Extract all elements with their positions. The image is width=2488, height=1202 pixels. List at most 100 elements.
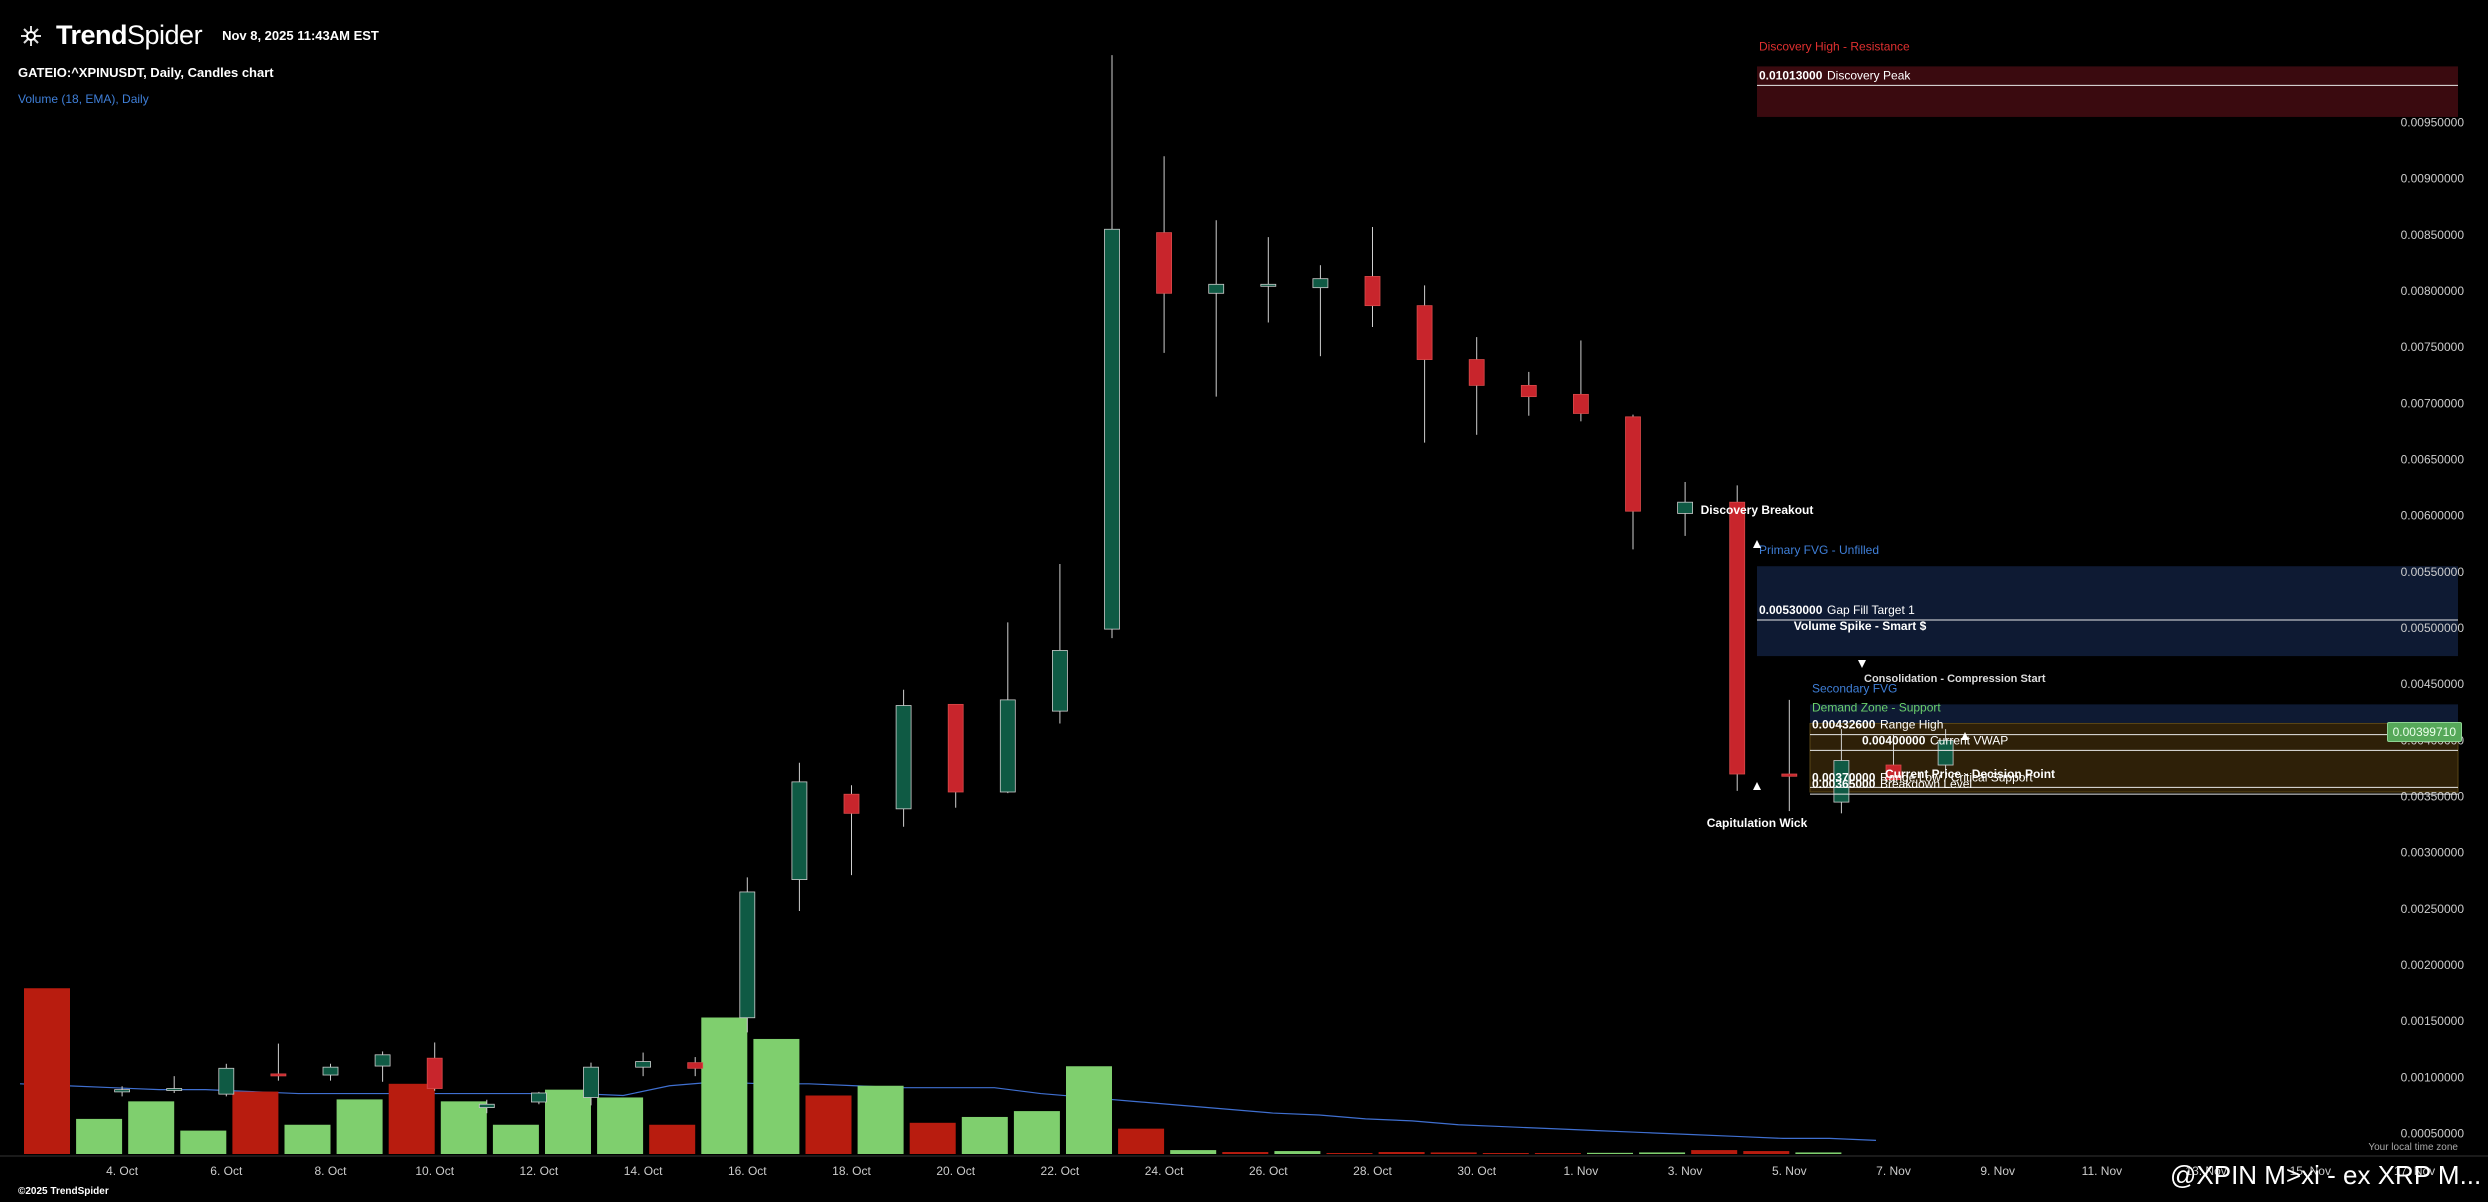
x-tick-label: 17. Nov bbox=[2394, 1164, 2435, 1178]
y-tick-label: 0.00250000 bbox=[2401, 902, 2465, 916]
annotation-label: Volume Spike - Smart $ bbox=[1794, 619, 1927, 633]
volume-bar bbox=[1222, 1152, 1269, 1154]
y-tick-label: 0.00300000 bbox=[2401, 846, 2465, 860]
current-price-tag: 0.00399710 bbox=[2386, 722, 2462, 742]
candle-body bbox=[687, 1062, 704, 1069]
volume-bar bbox=[1378, 1152, 1425, 1154]
annotation-arrow bbox=[1858, 660, 1866, 668]
axes-layer: 0.00050000 0.00100000 0.00150000 0.00200000… bbox=[0, 116, 2488, 1178]
indicator-label[interactable]: Volume (18, EMA), Daily bbox=[18, 92, 149, 106]
volume-bar bbox=[128, 1101, 175, 1154]
annotation-arrow bbox=[1753, 782, 1761, 790]
x-tick-label: 10. Oct bbox=[415, 1164, 454, 1178]
x-tick-label: 13. Nov bbox=[2185, 1164, 2226, 1178]
chart-header: TrendSpider Nov 8, 2025 11:43AM EST GATE… bbox=[18, 20, 379, 106]
brand-name-light: Spider bbox=[127, 20, 203, 50]
candle-body bbox=[478, 1103, 495, 1109]
candle-body bbox=[999, 699, 1016, 793]
volume-bar bbox=[753, 1038, 800, 1154]
volume-bar bbox=[24, 988, 70, 1154]
candle-body bbox=[1468, 359, 1485, 386]
level-price: 0.00432600 bbox=[1812, 718, 1876, 732]
x-tick-label: 7. Nov bbox=[1876, 1164, 1911, 1178]
volume-bar bbox=[857, 1085, 904, 1154]
volume-bar bbox=[388, 1083, 435, 1154]
volume-bar bbox=[1795, 1152, 1842, 1154]
candle-body bbox=[166, 1088, 183, 1091]
level-label: Gap Fill Target 1 bbox=[1827, 603, 1915, 617]
x-tick-label: 9. Nov bbox=[1980, 1164, 2015, 1178]
x-tick-label: 24. Oct bbox=[1145, 1164, 1184, 1178]
x-tick-label: 3. Nov bbox=[1668, 1164, 1703, 1178]
x-tick-label: 12. Oct bbox=[520, 1164, 559, 1178]
candle-body bbox=[1520, 384, 1537, 398]
zone-band bbox=[1810, 704, 2458, 724]
volume-bar bbox=[492, 1124, 539, 1154]
y-tick-label: 0.00500000 bbox=[2401, 621, 2465, 635]
candle-body bbox=[1677, 501, 1693, 514]
candle-body bbox=[1312, 278, 1329, 289]
candle-body bbox=[843, 793, 860, 814]
trendspider-logo-icon bbox=[21, 25, 41, 46]
candle-body bbox=[374, 1054, 391, 1067]
annotation-label: Capitulation Wick bbox=[1707, 816, 1808, 830]
zone-band bbox=[1757, 66, 2458, 117]
level-label: Discovery Peak bbox=[1827, 68, 1911, 82]
annotation-arrow bbox=[1753, 540, 1761, 548]
annotations-layer: Discovery Breakout Volume Spike - Smart $… bbox=[1701, 503, 2055, 830]
candles-layer bbox=[114, 55, 1954, 1114]
y-tick-label: 0.00550000 bbox=[2401, 565, 2465, 579]
x-tick-label: 11. Nov bbox=[2082, 1164, 2122, 1178]
candle-body bbox=[1885, 764, 1902, 781]
x-tick-label: 5. Nov bbox=[1772, 1164, 1807, 1178]
volume-bar bbox=[545, 1089, 591, 1154]
y-tick-label: 0.00900000 bbox=[2401, 172, 2465, 186]
y-tick-label: 0.00600000 bbox=[2401, 509, 2465, 523]
y-tick-label: 0.00750000 bbox=[2401, 340, 2465, 354]
level-price: 0.00530000 bbox=[1759, 603, 1823, 617]
volume-bar bbox=[1170, 1150, 1217, 1154]
zones-layer: Discovery High - Resistance Primary FVG -… bbox=[1757, 39, 2459, 793]
candle-body bbox=[1781, 773, 1798, 777]
x-tick-label: 28. Oct bbox=[1353, 1164, 1392, 1178]
level-price: 0.00370000 bbox=[1812, 770, 1876, 784]
levels-layer: 0.01013000 Discovery Peak 0.00530000 Gap Fi… bbox=[1757, 68, 2458, 795]
volume-bar bbox=[1326, 1153, 1373, 1155]
x-tick-label: 22. Oct bbox=[1041, 1164, 1080, 1178]
candle-body bbox=[270, 1073, 287, 1077]
x-tick-label: 4. Oct bbox=[106, 1164, 139, 1178]
y-tick-label: 0.00800000 bbox=[2401, 284, 2465, 298]
candle-body bbox=[218, 1067, 235, 1095]
y-tick-label: 0.00450000 bbox=[2401, 677, 2465, 691]
zone-label: Demand Zone - Support bbox=[1812, 700, 1941, 714]
volume-bar bbox=[1066, 1066, 1112, 1154]
volume-bar bbox=[440, 1101, 487, 1154]
candle-body bbox=[1156, 232, 1172, 294]
zone-label: Secondary FVG bbox=[1812, 681, 1897, 695]
candle-body bbox=[1052, 650, 1068, 712]
volume-bar bbox=[336, 1099, 383, 1154]
level-label: Current VWAP bbox=[1930, 733, 2008, 747]
copyright: ©2025 TrendSpider bbox=[18, 1186, 109, 1197]
level-price: 0.01013000 bbox=[1759, 68, 1823, 82]
volume-bar bbox=[1691, 1150, 1738, 1154]
chart-datetime: Nov 8, 2025 11:43AM EST bbox=[222, 28, 379, 43]
watermark: @XPIN M>xi - ex XRP M... bbox=[2170, 1160, 2482, 1190]
zone-label: Primary FVG - Unfilled bbox=[1759, 543, 1879, 557]
volume-bar bbox=[805, 1095, 852, 1154]
candle-body bbox=[426, 1057, 443, 1089]
volume-bar bbox=[597, 1097, 644, 1154]
y-tick-label: 0.00950000 bbox=[2401, 116, 2465, 130]
candle-body bbox=[1625, 416, 1641, 512]
volume-bar bbox=[1639, 1152, 1686, 1154]
x-tick-label: 1. Nov bbox=[1564, 1164, 1599, 1178]
x-tick-label: 20. Oct bbox=[936, 1164, 975, 1178]
y-tick-label: 0.00100000 bbox=[2401, 1070, 2465, 1084]
candle-body bbox=[895, 705, 912, 810]
y-tick-label: 0.00050000 bbox=[2401, 1126, 2465, 1140]
y-tick-label: 0.00200000 bbox=[2401, 958, 2465, 972]
y-tick-label: 0.00650000 bbox=[2401, 453, 2465, 467]
timezone-note[interactable]: Your local time zone bbox=[2368, 1142, 2458, 1153]
level-price: 0.00400000 bbox=[1862, 733, 1926, 747]
